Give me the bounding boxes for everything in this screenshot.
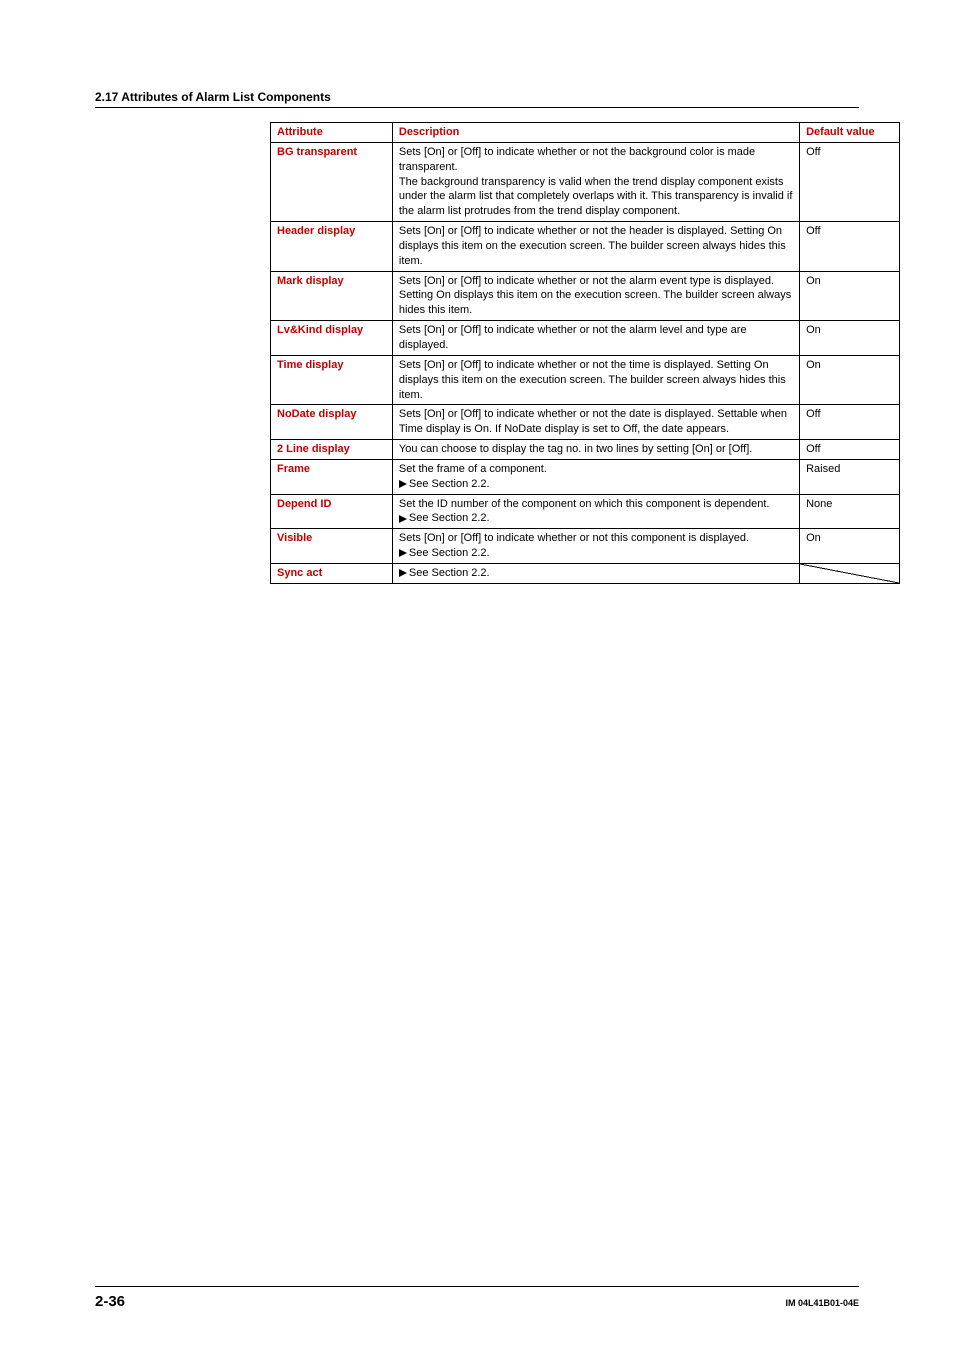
col-header-default: Default value	[800, 123, 900, 143]
attribute-description: Sets [On] or [Off] to indicate whether o…	[392, 529, 799, 564]
table-row: Time displaySets [On] or [Off] to indica…	[271, 355, 900, 405]
see-reference: See Section 2.2.	[399, 566, 793, 581]
table-header-row: Attribute Description Default value	[271, 123, 900, 143]
table-row: BG transparentSets [On] or [Off] to indi…	[271, 142, 900, 221]
attribute-description: Sets [On] or [Off] to indicate whether o…	[392, 355, 799, 405]
default-value	[800, 563, 900, 583]
default-value: None	[800, 494, 900, 529]
attribute-description: Sets [On] or [Off] to indicate whether o…	[392, 142, 799, 221]
description-text: Sets [On] or [Off] to indicate whether o…	[399, 145, 793, 175]
default-value: Off	[800, 142, 900, 221]
see-reference-text: See Section 2.2.	[409, 567, 490, 579]
arrow-icon	[399, 515, 407, 523]
page-number: 2-36	[95, 1293, 125, 1310]
table-row: Lv&Kind displaySets [On] or [Off] to ind…	[271, 321, 900, 356]
default-value: Off	[800, 405, 900, 440]
arrow-icon	[399, 549, 407, 557]
attribute-name: Header display	[271, 222, 393, 272]
table-row: FrameSet the frame of a component.See Se…	[271, 459, 900, 494]
document-id: IM 04L41B01-04E	[785, 1298, 859, 1308]
default-value: On	[800, 321, 900, 356]
attribute-name: Frame	[271, 459, 393, 494]
see-reference: See Section 2.2.	[399, 546, 793, 561]
attribute-name: 2 Line display	[271, 440, 393, 460]
attributes-table: Attribute Description Default value BG t…	[270, 122, 900, 584]
attribute-description: Sets [On] or [Off] to indicate whether o…	[392, 271, 799, 321]
see-reference: See Section 2.2.	[399, 477, 793, 492]
default-value: On	[800, 271, 900, 321]
table-row: 2 Line display You can choose to display …	[271, 440, 900, 460]
default-value: Raised	[800, 459, 900, 494]
attribute-description: Sets [On] or [Off] to indicate whether o…	[392, 321, 799, 356]
attribute-name: Depend ID	[271, 494, 393, 529]
see-reference-text: See Section 2.2.	[409, 478, 490, 490]
description-text: You can choose to display the tag no. in…	[399, 442, 793, 457]
description-text: Set the ID number of the component on wh…	[399, 497, 793, 512]
attribute-name: Sync act	[271, 563, 393, 583]
col-header-attribute: Attribute	[271, 123, 393, 143]
attribute-name: NoDate display	[271, 405, 393, 440]
default-value: Off	[800, 222, 900, 272]
table-row: Visible Sets [On] or [Off] to indicate wh…	[271, 529, 900, 564]
default-value: On	[800, 355, 900, 405]
table-row: Mark displaySets [On] or [Off] to indica…	[271, 271, 900, 321]
description-text: Sets [On] or [Off] to indicate whether o…	[399, 407, 793, 437]
description-text: Sets [On] or [Off] to indicate whether o…	[399, 358, 793, 403]
section-header: 2.17 Attributes of Alarm List Components	[95, 90, 859, 108]
attribute-description: Sets [On] or [Off] to indicate whether o…	[392, 222, 799, 272]
table-row: Depend ID Set the ID number of the compon…	[271, 494, 900, 529]
see-reference-text: See Section 2.2.	[409, 512, 490, 524]
attribute-description: You can choose to display the tag no. in…	[392, 440, 799, 460]
attribute-name: Lv&Kind display	[271, 321, 393, 356]
description-text: Sets [On] or [Off] to indicate whether o…	[399, 224, 793, 269]
page-footer: 2-36 IM 04L41B01-04E	[95, 1286, 859, 1310]
arrow-icon	[399, 480, 407, 488]
attribute-description: Set the frame of a component.See Section…	[392, 459, 799, 494]
table-row: Header displaySets [On] or [Off] to indi…	[271, 222, 900, 272]
table-row: Sync act See Section 2.2.	[271, 563, 900, 583]
table-row: NoDate displaySets [On] or [Off] to indi…	[271, 405, 900, 440]
description-text: The background transparency is valid whe…	[399, 175, 793, 220]
col-header-description: Description	[392, 123, 799, 143]
arrow-icon	[399, 569, 407, 577]
see-reference-text: See Section 2.2.	[409, 547, 490, 559]
attribute-name: BG transparent	[271, 142, 393, 221]
attribute-description: Set the ID number of the component on wh…	[392, 494, 799, 529]
description-text: Sets [On] or [Off] to indicate whether o…	[399, 323, 793, 353]
default-value: Off	[800, 440, 900, 460]
see-reference: See Section 2.2.	[399, 511, 793, 526]
attribute-name: Time display	[271, 355, 393, 405]
attribute-name: Visible	[271, 529, 393, 564]
description-text: Set the frame of a component.	[399, 462, 793, 477]
attribute-name: Mark display	[271, 271, 393, 321]
default-value: On	[800, 529, 900, 564]
description-text: Sets [On] or [Off] to indicate whether o…	[399, 274, 793, 319]
attribute-description: Sets [On] or [Off] to indicate whether o…	[392, 405, 799, 440]
attribute-description: See Section 2.2.	[392, 563, 799, 583]
description-text: Sets [On] or [Off] to indicate whether o…	[399, 531, 793, 546]
